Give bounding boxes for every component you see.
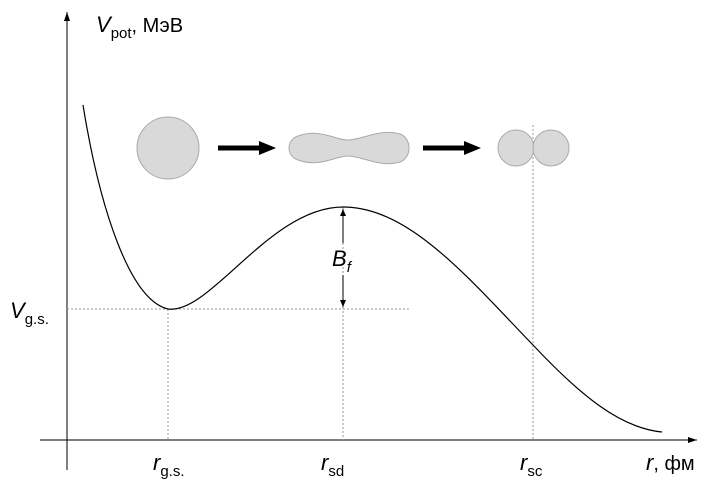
subscript: pot [111, 25, 133, 42]
x-axis-label: r, фм [646, 450, 695, 475]
symbol: V [10, 298, 27, 323]
x-point-label: rg.s. [153, 450, 185, 480]
arrow-1 [218, 141, 276, 155]
subscript: sc [527, 463, 543, 480]
y-axis-label: Vpot, МэВ [96, 12, 183, 42]
symbol: B [332, 246, 347, 271]
arrow-2 [423, 141, 481, 155]
symbol: V [96, 12, 113, 37]
subscript: g.s. [160, 463, 184, 480]
guide-lines [67, 125, 534, 440]
gs-level-label: Vg.s. [10, 298, 49, 328]
symbol: r [153, 450, 162, 475]
barrier-label: Bf [332, 246, 353, 276]
symbol: r [646, 450, 655, 475]
unit: , МэВ [132, 15, 184, 37]
subscript: f [347, 259, 353, 276]
fragment-left [497, 129, 535, 167]
unit: , фм [653, 453, 694, 475]
symbol: r [321, 450, 330, 475]
potential-curve [82, 104, 663, 433]
fragment-right [532, 129, 570, 167]
sphere-nucleus [136, 116, 200, 180]
subscript: sd [328, 463, 344, 480]
deformed-nucleus [288, 131, 410, 165]
subscript: g.s. [25, 311, 49, 328]
symbol: r [520, 450, 529, 475]
x-point-label: rsd [321, 450, 344, 480]
x-point-label: rsc [520, 450, 543, 480]
